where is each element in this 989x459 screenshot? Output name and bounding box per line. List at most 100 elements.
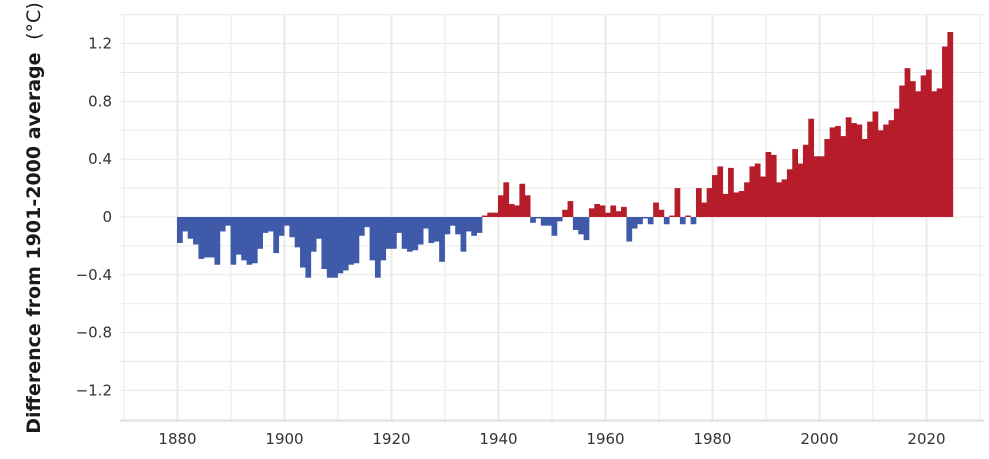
anomaly-bar-2003 bbox=[835, 125, 841, 217]
anomaly-bar-1963 bbox=[621, 206, 627, 217]
anomaly-bar-1947 bbox=[535, 217, 542, 219]
x-tick-label: 1880 bbox=[158, 430, 196, 448]
anomaly-bar-1933 bbox=[460, 217, 467, 252]
y-tick-label: −1.2 bbox=[76, 381, 112, 399]
anomaly-bar-1985 bbox=[738, 190, 745, 217]
x-tick-label: 2020 bbox=[907, 430, 945, 448]
anomaly-bar-1988 bbox=[754, 163, 761, 217]
anomaly-bar-1997 bbox=[802, 144, 809, 217]
anomaly-bar-1885 bbox=[203, 217, 210, 258]
anomaly-bar-2005 bbox=[845, 117, 852, 217]
anomaly-bar-1993 bbox=[781, 179, 788, 217]
anomaly-bar-1968 bbox=[647, 217, 654, 225]
anomaly-bar-1929 bbox=[439, 217, 445, 262]
y-tick-label: 0.4 bbox=[88, 150, 112, 168]
y-axis-title-main: Difference from 1901-2000 average bbox=[23, 52, 45, 433]
anomaly-bar-1884 bbox=[198, 217, 205, 259]
anomaly-bar-1880 bbox=[177, 217, 183, 244]
anomaly-bar-2019 bbox=[920, 75, 927, 217]
anomaly-bar-1972 bbox=[669, 215, 675, 218]
anomaly-bar-1999 bbox=[813, 156, 820, 217]
anomaly-bar-2020 bbox=[926, 69, 932, 217]
y-axis-title: Difference from 1901-2000 average (°C) bbox=[23, 2, 45, 433]
anomaly-bar-1957 bbox=[588, 208, 595, 217]
anomaly-bar-1898 bbox=[273, 217, 280, 254]
anomaly-bar-1960 bbox=[605, 212, 611, 217]
anomaly-bar-2012 bbox=[883, 124, 889, 217]
anomaly-bar-1906 bbox=[316, 217, 322, 239]
anomaly-bar-1921 bbox=[396, 217, 403, 233]
y-axis-title-unit: (°C) bbox=[23, 2, 45, 40]
anomaly-bar-1931 bbox=[449, 217, 456, 226]
anomaly-bar-2001 bbox=[824, 138, 831, 217]
anomaly-bar-1974 bbox=[679, 217, 686, 225]
anomaly-bar-1955 bbox=[578, 217, 584, 235]
anomaly-bar-1994 bbox=[786, 169, 793, 217]
anomaly-bar-1977 bbox=[695, 188, 702, 217]
anomaly-bar-1941 bbox=[503, 182, 510, 217]
anomaly-bar-1919 bbox=[385, 217, 392, 249]
anomaly-bar-1976 bbox=[690, 217, 697, 225]
x-tick-label: 1960 bbox=[586, 430, 624, 448]
anomaly-bar-1930 bbox=[444, 217, 451, 235]
anomaly-bar-1981 bbox=[717, 166, 724, 217]
anomaly-bar-1890 bbox=[230, 217, 237, 265]
anomaly-bar-2023 bbox=[942, 46, 948, 217]
x-tick-label: 1920 bbox=[372, 430, 410, 448]
anomaly-bar-1989 bbox=[760, 176, 766, 217]
anomaly-bar-1979 bbox=[706, 188, 713, 217]
anomaly-bar-1956 bbox=[583, 217, 590, 241]
anomaly-bar-1966 bbox=[637, 217, 643, 225]
anomaly-bar-1962 bbox=[615, 211, 622, 217]
anomaly-bar-1949 bbox=[546, 217, 552, 226]
anomaly-bar-1948 bbox=[540, 217, 547, 226]
anomaly-bar-1888 bbox=[219, 217, 226, 232]
anomaly-bar-1973 bbox=[674, 188, 681, 217]
y-tick-label: 1.2 bbox=[88, 35, 112, 53]
anomaly-bar-1967 bbox=[642, 217, 649, 219]
anomaly-bar-1958 bbox=[594, 204, 601, 217]
y-tick-label: 0.8 bbox=[88, 92, 112, 110]
anomaly-bar-1965 bbox=[631, 217, 638, 229]
anomaly-bar-1950 bbox=[551, 217, 558, 236]
anomaly-bar-1916 bbox=[369, 217, 376, 261]
anomaly-bar-1928 bbox=[433, 217, 440, 242]
anomaly-bar-1905 bbox=[310, 217, 317, 252]
anomaly-bar-1944 bbox=[519, 183, 526, 217]
y-axis-ticks: −1.2 −0.8 −0.4 0 0.4 0.8 1.2 bbox=[76, 35, 112, 400]
anomaly-bar-1915 bbox=[364, 217, 370, 228]
anomaly-bar-1934 bbox=[465, 217, 472, 232]
anomaly-bar-1893 bbox=[246, 217, 253, 265]
anomaly-bar-1894 bbox=[251, 217, 258, 264]
anomaly-bar-1925 bbox=[417, 217, 424, 245]
anomaly-bar-1939 bbox=[492, 212, 499, 217]
anomaly-bar-1911 bbox=[342, 217, 349, 271]
anomaly-bar-1895 bbox=[257, 217, 263, 249]
anomaly-bar-1945 bbox=[524, 195, 531, 217]
anomaly-bar-1952 bbox=[562, 209, 568, 218]
anomaly-bar-1978 bbox=[701, 202, 708, 217]
grid-lines bbox=[120, 14, 984, 421]
anomaly-bar-1984 bbox=[733, 192, 740, 218]
anomaly-bar-1908 bbox=[326, 217, 333, 278]
anomaly-bar-1904 bbox=[305, 217, 312, 278]
anomaly-bar-2017 bbox=[909, 81, 916, 217]
y-tick-label: −0.4 bbox=[76, 266, 112, 284]
x-tick-label: 2000 bbox=[800, 430, 838, 448]
anomaly-bar-1882 bbox=[187, 217, 194, 239]
anomaly-bar-2000 bbox=[819, 156, 825, 217]
anomaly-bar-1889 bbox=[225, 217, 231, 226]
anomaly-bar-1995 bbox=[792, 149, 798, 217]
anomaly-bar-1883 bbox=[193, 217, 199, 245]
x-tick-label: 1900 bbox=[265, 430, 303, 448]
anomaly-bar-1951 bbox=[556, 217, 563, 222]
anomaly-bar-2016 bbox=[904, 68, 911, 217]
anomaly-bar-2002 bbox=[829, 127, 836, 217]
anomaly-bar-2022 bbox=[936, 88, 943, 218]
y-tick-label: 0 bbox=[102, 208, 112, 226]
anomaly-bar-1899 bbox=[278, 217, 285, 236]
anomaly-bar-1892 bbox=[241, 217, 247, 261]
anomaly-bar-1927 bbox=[428, 217, 435, 244]
anomaly-bar-1942 bbox=[508, 204, 515, 217]
